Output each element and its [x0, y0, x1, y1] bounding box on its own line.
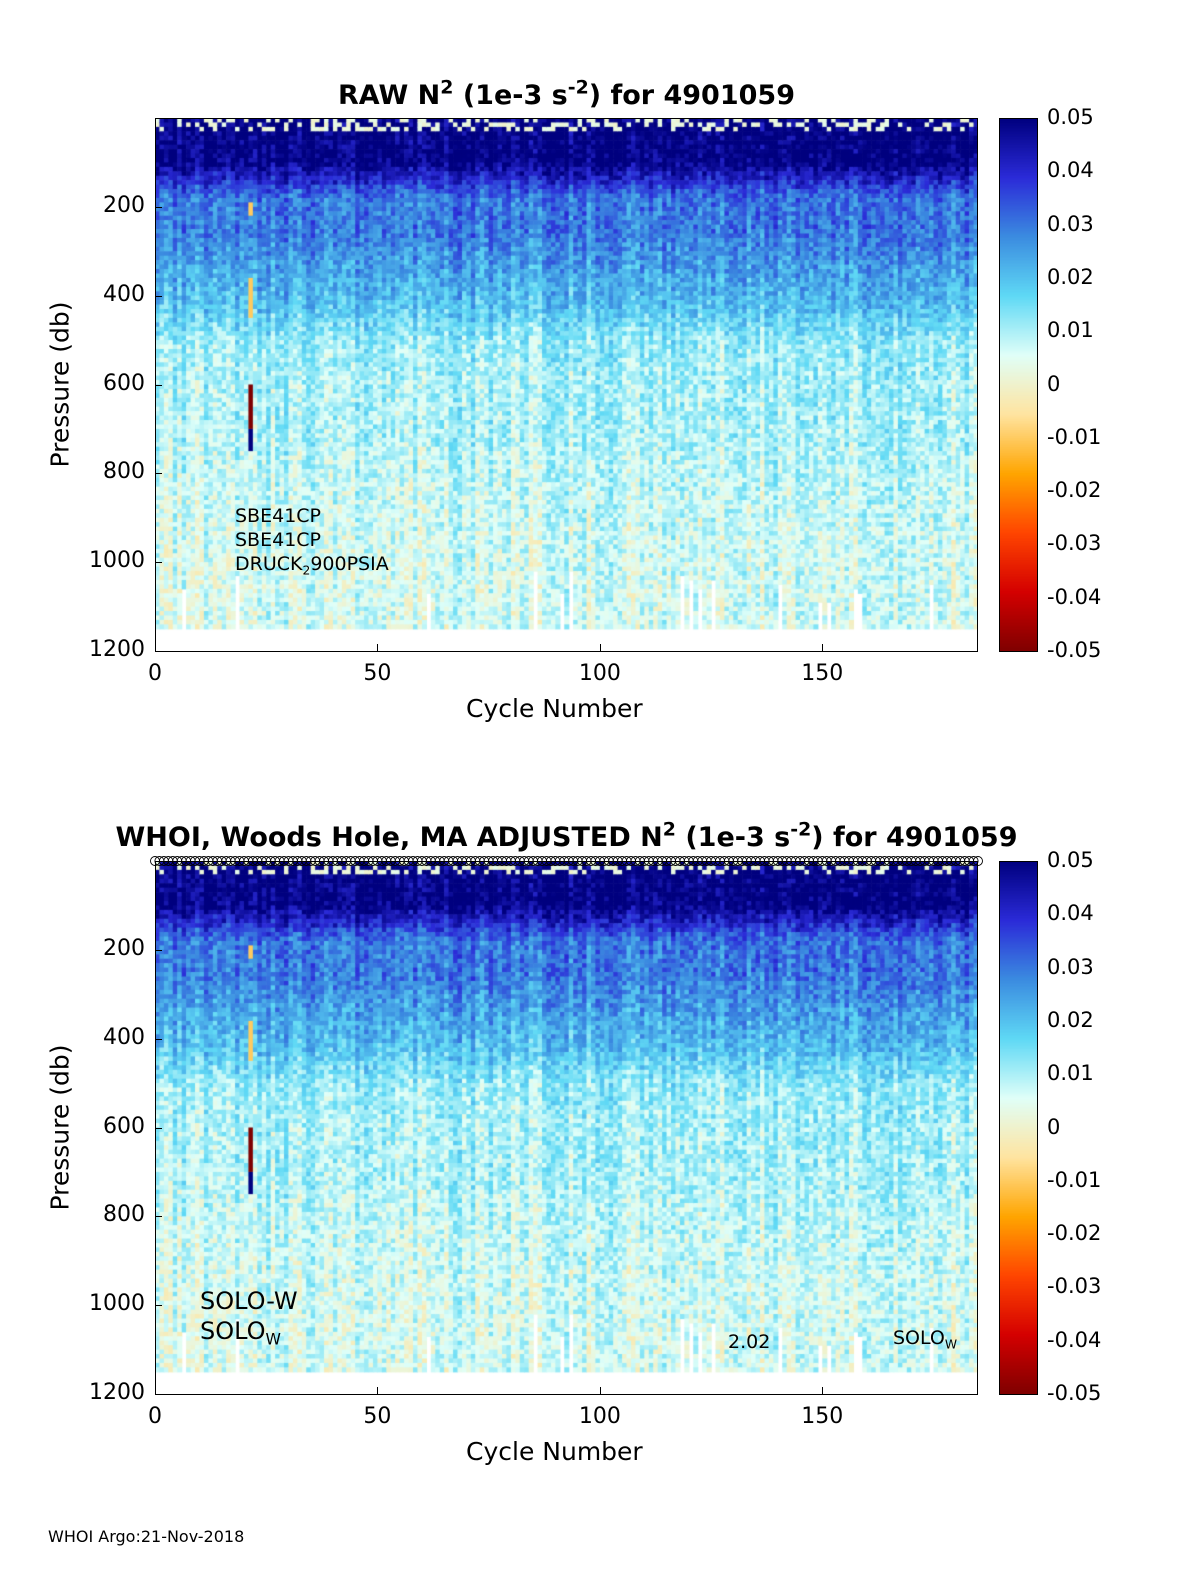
cycle-markers — [150, 856, 983, 866]
footer-credit: WHOI Argo:21-Nov-2018 — [48, 1527, 245, 1546]
y-tick-label: 400 — [103, 1024, 145, 1050]
colorbar-frame — [999, 861, 1038, 1395]
x-tick-label: 100 — [578, 1404, 621, 1429]
colorbar-tick-label: 0.02 — [1047, 264, 1094, 289]
y-axis-label: Pressure (db) — [45, 1044, 75, 1211]
y-tick-mark — [155, 1127, 162, 1129]
x-tick-mark — [155, 644, 156, 651]
sensor-label: SBE41CP — [235, 505, 322, 527]
y-tick-label: 600 — [103, 370, 145, 396]
title-text: ) for 4901059 — [811, 822, 1018, 853]
title-superscript: 2 — [440, 76, 454, 99]
colorbar-tick-label: 0.05 — [1047, 105, 1094, 129]
x-tick-label: 100 — [578, 661, 621, 686]
y-tick-mark — [155, 1038, 162, 1040]
colorbar-tick-label: 0.01 — [1047, 1061, 1094, 1086]
firmware-label: 2.02 — [728, 1331, 771, 1353]
x-tick-label: 150 — [801, 1404, 844, 1429]
y-tick-mark — [155, 1216, 162, 1218]
sensor-label: DRUCK2900PSIA — [235, 553, 389, 578]
y-tick-label: 1000 — [89, 548, 145, 574]
x-axis-label: Cycle Number — [466, 694, 643, 723]
x-tick-label: 150 — [801, 661, 844, 686]
title-text: (1e-3 s — [453, 80, 568, 111]
y-tick-label: 1200 — [89, 1380, 145, 1405]
title-superscript: -2 — [567, 76, 589, 99]
colorbar — [999, 118, 1037, 651]
colorbar-tick-label: 0.01 — [1047, 318, 1094, 343]
sensor-label: SBE41CP — [235, 529, 322, 551]
heatmap-plot — [155, 861, 978, 1394]
model-annotation: SOLO-W SOLOW — [200, 1286, 298, 1354]
colorbar-tick-label: -0.03 — [1047, 1274, 1102, 1299]
colorbar-tick-label: 0 — [1047, 371, 1061, 396]
panel-title: WHOI, Woods Hole, MA ADJUSTED N2 (1e-3 s… — [80, 818, 1053, 853]
colorbar-tick-label: -0.01 — [1047, 424, 1102, 449]
x-tick-mark — [155, 1387, 156, 1394]
x-tick-label: 50 — [363, 1404, 392, 1429]
colorbar-tick-label: 0.02 — [1047, 1007, 1094, 1032]
y-tick-mark — [155, 206, 162, 208]
title-superscript: -2 — [790, 818, 812, 841]
colorbar-tick-label: -0.03 — [1047, 531, 1102, 556]
x-tick-mark — [377, 644, 379, 651]
sensor-annotation: SBE41CP SBE41CP DRUCK2900PSIA — [235, 504, 389, 582]
y-tick-mark — [155, 295, 162, 297]
y-tick-mark — [155, 651, 162, 652]
title-text: (1e-3 s — [675, 822, 791, 853]
cycle-marker — [973, 856, 983, 866]
colorbar-tick-label: 0.03 — [1047, 211, 1094, 236]
y-tick-label: 800 — [103, 459, 145, 485]
model-label: SOLO-W — [200, 1287, 298, 1315]
y-tick-label: 1000 — [89, 1291, 145, 1317]
cycle-marker — [968, 856, 979, 866]
colorbar-tick-label: -0.04 — [1047, 584, 1102, 609]
title-text: RAW N — [338, 80, 441, 111]
title-superscript: 2 — [662, 818, 676, 841]
x-tick-mark — [822, 1387, 824, 1394]
title-text: ) for 4901059 — [588, 80, 795, 111]
y-tick-label: 400 — [103, 281, 145, 307]
y-axis-label: Pressure (db) — [45, 301, 75, 468]
x-tick-mark — [822, 644, 824, 651]
colorbar-tick-label: -0.02 — [1047, 478, 1102, 503]
x-tick-mark — [599, 1387, 601, 1394]
y-tick-mark — [155, 1305, 162, 1307]
y-tick-label: 200 — [103, 935, 145, 961]
colorbar-tick-label: 0.04 — [1047, 901, 1094, 926]
x-tick-label: 0 — [148, 1404, 162, 1429]
model-label: SOLOW — [200, 1317, 281, 1349]
colorbar-tick-label: -0.05 — [1047, 1381, 1102, 1405]
colorbar-tick-label: -0.04 — [1047, 1327, 1102, 1352]
colorbar-tick-label: -0.05 — [1047, 638, 1102, 662]
colorbar-frame — [999, 118, 1038, 652]
y-tick-mark — [155, 384, 162, 386]
y-tick-mark — [155, 562, 162, 564]
y-tick-label: 1200 — [89, 637, 145, 662]
x-tick-mark — [377, 1387, 379, 1394]
colorbar-tick-label: -0.02 — [1047, 1221, 1102, 1246]
x-tick-label: 0 — [148, 661, 162, 686]
colorbar-tick-label: 0 — [1047, 1114, 1061, 1139]
y-tick-label: 800 — [103, 1202, 145, 1228]
panel-title: RAW N2 (1e-3 s-2) for 4901059 — [155, 76, 978, 111]
model-label: SOLOW — [893, 1327, 958, 1352]
x-tick-mark — [599, 644, 601, 651]
colorbar-tick-label: 0.04 — [1047, 158, 1094, 183]
heatmap-plot — [155, 118, 978, 651]
colorbar-tick-label: -0.01 — [1047, 1167, 1102, 1192]
colorbar-tick-label: 0.03 — [1047, 954, 1094, 979]
x-axis-label: Cycle Number — [466, 1437, 643, 1466]
y-tick-label: 200 — [103, 192, 145, 218]
colorbar — [999, 861, 1037, 1394]
y-tick-label: 600 — [103, 1113, 145, 1139]
y-tick-mark — [155, 949, 162, 951]
title-text: WHOI, Woods Hole, MA ADJUSTED N — [115, 822, 663, 853]
colorbar-tick-label: 0.05 — [1047, 848, 1094, 872]
x-tick-label: 50 — [363, 661, 392, 686]
y-tick-mark — [155, 473, 162, 475]
y-tick-mark — [155, 1394, 162, 1395]
